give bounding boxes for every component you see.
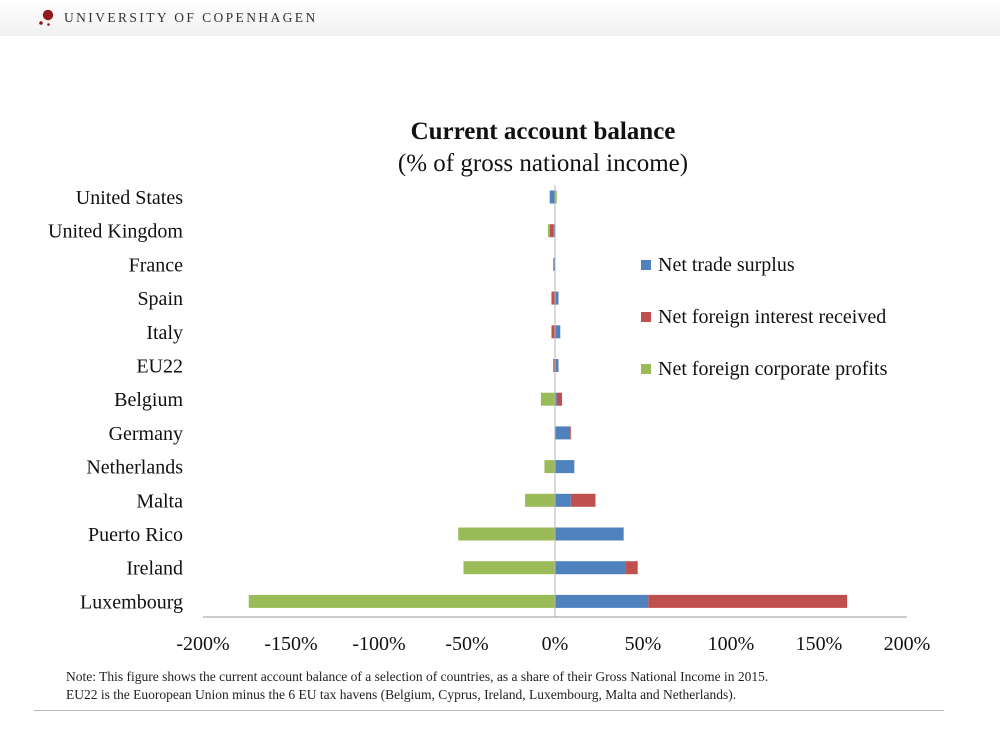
footnote: Note: This figure shows the current acco… [66, 668, 966, 704]
x-tick-label: 50% [625, 633, 662, 655]
legend-swatch [641, 364, 651, 374]
x-tick-label: 100% [708, 633, 755, 655]
bar-net-trade-surplus [555, 359, 559, 372]
category-label: Belgium [114, 389, 183, 411]
category-label: EU22 [136, 356, 183, 378]
bar-net-foreign-corporate-profits [525, 493, 555, 507]
x-tick-label: -150% [264, 633, 317, 655]
institution-name: UNIVERSITY OF COPENHAGEN [64, 10, 318, 25]
category-label: Ireland [126, 558, 183, 580]
bar-net-foreign-corporate-profits [555, 190, 557, 204]
bar-net-foreign-interest-received [648, 594, 848, 608]
footnote-line-2: EU22 is the Euoropean Union minus the 6 … [66, 687, 737, 702]
bar-net-foreign-corporate-profits [547, 224, 550, 238]
bar-net-trade-surplus [555, 426, 570, 440]
bar-net-foreign-interest-received [551, 291, 555, 305]
legend-label: Net trade surplus [658, 254, 795, 276]
category-label: United Kingdom [48, 221, 183, 243]
bar-net-trade-surplus [553, 224, 555, 238]
bar-net-trade-surplus [555, 493, 571, 507]
bottom-divider [34, 710, 944, 711]
footnote-line-1: Note: This figure shows the current acco… [66, 669, 769, 684]
bar-net-foreign-corporate-profits [463, 561, 555, 575]
bar-net-trade-surplus [555, 325, 561, 339]
bar-net-foreign-corporate-profits [248, 594, 555, 608]
category-label: France [129, 254, 184, 276]
category-label: Malta [136, 490, 183, 512]
bar-net-foreign-interest-received [556, 392, 563, 406]
bar-net-trade-surplus [555, 561, 626, 575]
bar-net-foreign-corporate-profits [458, 527, 555, 541]
bar-net-foreign-corporate-profits [540, 392, 555, 406]
x-tick-label: 150% [796, 633, 843, 655]
chart-subtitle: (% of gross national income) [397, 150, 689, 177]
legend-label: Net foreign corporate profits [658, 358, 888, 380]
category-label: United States [76, 187, 183, 209]
category-label: Germany [109, 423, 183, 445]
x-tick-label: -50% [445, 633, 488, 655]
category-label: Puerto Rico [88, 524, 183, 546]
category-label: Netherlands [86, 457, 183, 479]
header-bar: UNIVERSITY OF COPENHAGEN [0, 0, 1000, 36]
university-seal-icon [38, 9, 56, 27]
chart-title: Current account balance [410, 118, 676, 145]
bar-net-trade-surplus [553, 257, 555, 271]
category-label: Spain [137, 288, 183, 310]
bar-net-foreign-corporate-profits [544, 460, 555, 474]
bar-net-trade-surplus [555, 594, 649, 608]
bar-net-foreign-interest-received [570, 493, 596, 507]
x-tick-label: 0% [542, 633, 569, 655]
bar-net-foreign-interest-received [549, 224, 554, 238]
bar-net-trade-surplus [549, 190, 555, 204]
bar-net-trade-surplus [555, 392, 557, 406]
x-tick-label: -100% [352, 633, 405, 655]
x-tick-label: -200% [176, 633, 229, 655]
legend-label: Net foreign interest received [658, 306, 886, 328]
category-label: Italy [146, 322, 183, 344]
bar-net-trade-surplus [555, 460, 575, 474]
legend-swatch [641, 312, 651, 322]
legend-swatch [641, 260, 651, 270]
bar-net-trade-surplus [555, 291, 559, 305]
bar-net-foreign-interest-received [569, 426, 571, 440]
bar-net-trade-surplus [555, 527, 624, 541]
bar-net-foreign-interest-received [625, 561, 638, 575]
bar-net-foreign-interest-received [553, 359, 555, 372]
x-tick-label: 200% [884, 633, 931, 655]
category-label: Luxembourg [80, 591, 183, 613]
bar-net-foreign-interest-received [551, 325, 555, 339]
